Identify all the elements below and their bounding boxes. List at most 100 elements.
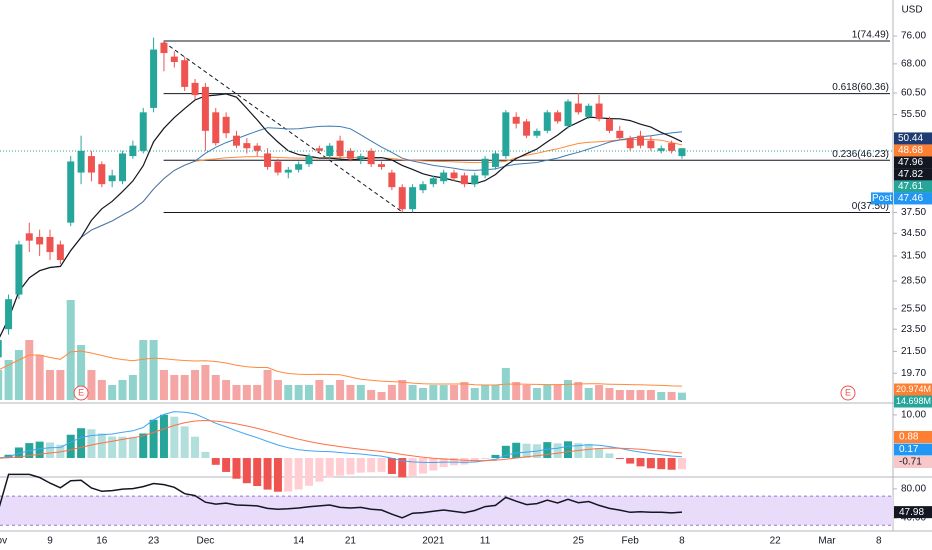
- candle-body: [108, 175, 116, 182]
- x-tick-label: 9: [47, 536, 53, 547]
- earnings-marker: [73, 385, 89, 401]
- candle-body: [585, 105, 593, 117]
- y-tick-label: 34.50: [901, 228, 926, 239]
- volume-bar: [667, 392, 676, 400]
- y-tick-label: 55.50: [901, 109, 926, 120]
- session-label: Post: [872, 193, 892, 204]
- volume-bar: [14, 350, 23, 400]
- macd-histogram: [646, 458, 655, 469]
- fib-label: 1(74.49): [852, 30, 889, 41]
- macd-histogram: [429, 458, 438, 471]
- macd-histogram: [149, 419, 158, 459]
- volume-bar: [356, 385, 365, 400]
- volume-bar: [35, 355, 44, 400]
- macd-histogram: [595, 448, 604, 459]
- macd-histogram: [294, 458, 303, 490]
- volume-bar: [25, 340, 34, 400]
- volume-bar: [222, 380, 231, 400]
- candle-body: [274, 161, 282, 173]
- candle-body: [181, 60, 189, 87]
- candle-body: [326, 145, 334, 157]
- candle-body: [605, 119, 613, 131]
- candle-body: [139, 112, 147, 151]
- fib-label: 0.236(46.23): [832, 149, 889, 160]
- x-tick-label: 11: [480, 536, 491, 547]
- macd-histogram: [512, 442, 521, 459]
- volume-bar: [512, 382, 521, 400]
- volume-bar: [87, 370, 96, 400]
- x-tick-label: 22: [770, 536, 782, 547]
- macd-histogram: [564, 441, 572, 459]
- macd-histogram: [222, 458, 231, 472]
- volume-bar: [284, 385, 293, 400]
- candle-body: [429, 178, 437, 185]
- candle-body: [378, 164, 386, 167]
- candle-body: [533, 130, 541, 136]
- volume-bar: [56, 370, 65, 400]
- macd-tag: [894, 456, 932, 468]
- x-tick-label: 25: [573, 536, 585, 547]
- candle-body: [543, 112, 551, 131]
- volume-bar: [418, 388, 427, 400]
- volume-bar: [367, 390, 376, 400]
- volume-bar: [139, 340, 148, 400]
- macd-histogram: [242, 458, 251, 484]
- volume-bar: [46, 370, 54, 400]
- price-tag-label: 47.61: [898, 181, 923, 192]
- price-tag: [894, 168, 932, 181]
- candle-body: [367, 150, 375, 165]
- candle-body: [491, 153, 499, 167]
- signal-line: [0, 419, 683, 462]
- macd-histogram: [460, 458, 469, 465]
- macd-histogram: [377, 458, 386, 472]
- candle-body: [595, 103, 603, 120]
- macd-histogram: [139, 433, 148, 459]
- macd-histogram: [253, 458, 262, 487]
- volume-bar: [615, 390, 624, 400]
- volume-bar: [584, 388, 593, 400]
- y-tick-label: 37.50: [901, 207, 926, 218]
- rsi-tag: [894, 506, 932, 519]
- candle-body: [56, 244, 64, 261]
- price-tag-label: 48.68: [898, 145, 923, 156]
- candle-body: [201, 86, 209, 131]
- volume-bar: [128, 375, 137, 400]
- macd-histogram: [481, 458, 490, 460]
- candle-body: [616, 130, 624, 139]
- candle-body: [647, 140, 655, 149]
- price-tag: [894, 192, 932, 205]
- macd-histogram: [108, 436, 117, 459]
- volume-bar: [532, 388, 541, 400]
- macd-histogram: [636, 458, 645, 467]
- candle-body: [305, 156, 313, 165]
- candle-body: [284, 169, 292, 173]
- macd-histogram: [501, 445, 510, 459]
- price-tag-label: 47.46: [898, 193, 923, 204]
- session-tag: [871, 192, 893, 205]
- candle-body: [512, 116, 520, 124]
- macd-histogram: [305, 458, 313, 486]
- y-tick-label: 25.50: [901, 303, 926, 314]
- volume-bar: [232, 385, 241, 400]
- x-tick-label: Mar: [818, 536, 836, 547]
- volume-bar: [77, 345, 86, 400]
- macd-histogram: [605, 453, 614, 459]
- candle-body: [357, 156, 365, 159]
- y-tick-label: 23.50: [901, 324, 926, 335]
- volume-bar: [626, 390, 635, 400]
- candle-body: [36, 236, 44, 245]
- volume-bar: [108, 385, 117, 400]
- fib-label: 0(37.50): [852, 201, 889, 212]
- macd-tag: [894, 443, 932, 456]
- macd-histogram: [201, 451, 210, 459]
- macd-histogram: [211, 458, 220, 465]
- y-tick-label: 10.00: [901, 410, 926, 421]
- candle-body: [574, 103, 582, 113]
- macd-histogram: [180, 426, 189, 459]
- candle-body: [668, 143, 676, 151]
- macd-tag-label: -0.71: [899, 457, 922, 468]
- candle-body: [554, 112, 562, 122]
- volume-average: [0, 350, 683, 387]
- macd-histogram: [46, 442, 54, 459]
